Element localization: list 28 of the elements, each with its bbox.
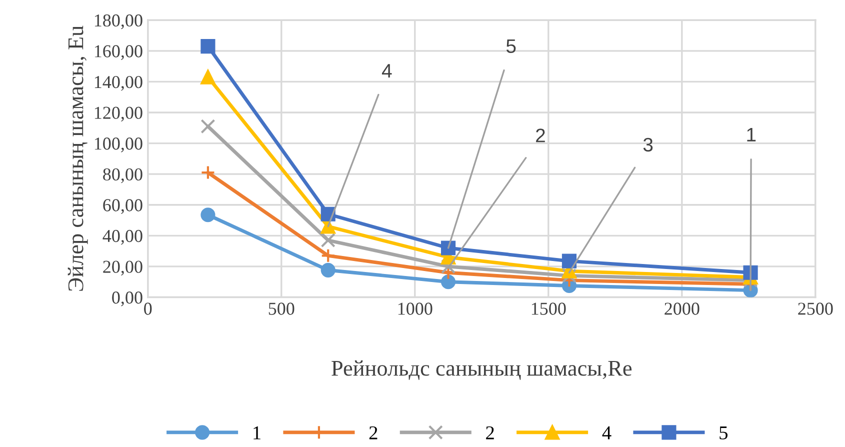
x-tick-label: 0 <box>144 302 152 315</box>
y-tick-label: 120,00 <box>94 106 142 122</box>
x-tick-label: 1500 <box>532 302 566 315</box>
y-tick-label: 60,00 <box>103 199 142 214</box>
y-tick-label: 100,00 <box>94 138 142 152</box>
x-axis-title: Рейнольдс санының шамасы,Re <box>332 360 632 380</box>
y-axis-title: Эйлер санының шамасы, Eu <box>68 26 88 291</box>
x-tick-label: 500 <box>268 302 294 315</box>
x-tick-label: 1000 <box>398 302 432 315</box>
annotation: 2 <box>536 128 545 142</box>
x-tick-label: 2500 <box>798 302 833 315</box>
y-tick-label: 160,00 <box>94 45 142 60</box>
annotation: 5 <box>506 39 516 54</box>
y-tick-label: 80,00 <box>103 168 142 184</box>
annotation: 1 <box>747 128 756 142</box>
y-tick-label: 180,00 <box>94 14 142 30</box>
legend-label: 5 <box>720 426 728 440</box>
y-tick-label: 140,00 <box>94 76 142 91</box>
legend-label: 2 <box>486 426 494 440</box>
y-tick-label: 40,00 <box>102 230 142 245</box>
x-tick-label: 2000 <box>664 302 700 315</box>
annotation: 3 <box>643 138 653 152</box>
y-tick-label: 0,00 <box>112 292 142 306</box>
legend-label: 4 <box>602 426 612 440</box>
y-tick-label: 20,00 <box>103 260 142 276</box>
annotation: 4 <box>382 64 392 78</box>
legend-label: 1 <box>254 426 260 440</box>
legend-label: 2 <box>369 426 378 440</box>
